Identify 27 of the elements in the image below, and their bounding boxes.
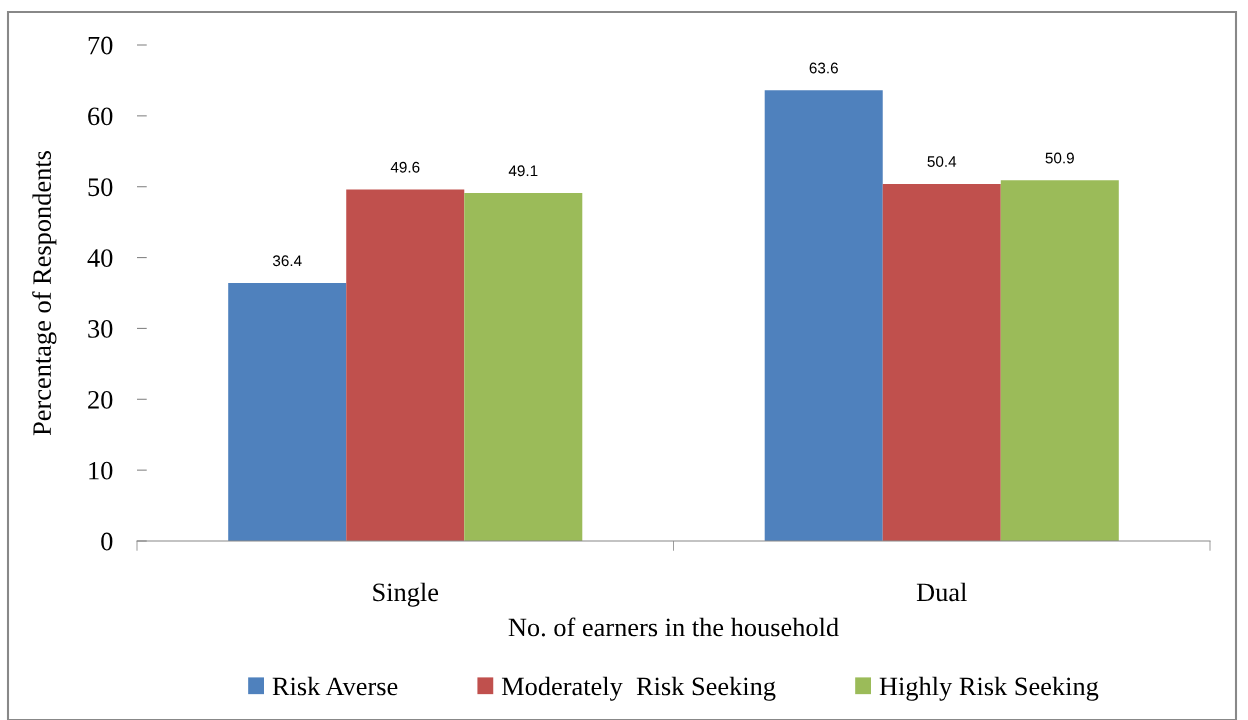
y-tick-label: 0: [101, 532, 113, 551]
data-label: 63.6: [809, 62, 838, 74]
data-label: 50.4: [927, 156, 957, 167]
legend-label: Highly Risk Seeking: [879, 676, 1099, 701]
x-axis-title: No. of earners in the household: [508, 617, 839, 637]
data-label: 36.4: [272, 255, 302, 267]
y-tick-label: 70: [88, 36, 113, 55]
y-tick-label: 50: [88, 178, 113, 197]
bar: [464, 193, 583, 541]
y-tick-label: 40: [87, 249, 113, 267]
legend-label: Moderately Risk Seeking: [501, 676, 776, 701]
y-tick-label: 30: [88, 320, 113, 338]
x-tick-label: Dual: [916, 582, 967, 602]
bar: [882, 183, 1001, 541]
data-label: 49.1: [508, 165, 538, 177]
y-tick-label: 20: [88, 390, 113, 409]
y-tick-label: 10: [89, 461, 113, 480]
y-tick-label: 60: [88, 107, 113, 126]
bar: [346, 189, 465, 541]
x-tick-label: Single: [373, 582, 439, 607]
data-label: 49.6: [390, 161, 420, 173]
bar: [764, 90, 883, 541]
legend-label: Risk Averse: [272, 676, 398, 696]
bar: [1000, 180, 1119, 541]
data-label: 50.9: [1045, 152, 1074, 164]
y-axis-title: Percentage of Respondents: [32, 151, 57, 436]
bar: [228, 283, 347, 541]
